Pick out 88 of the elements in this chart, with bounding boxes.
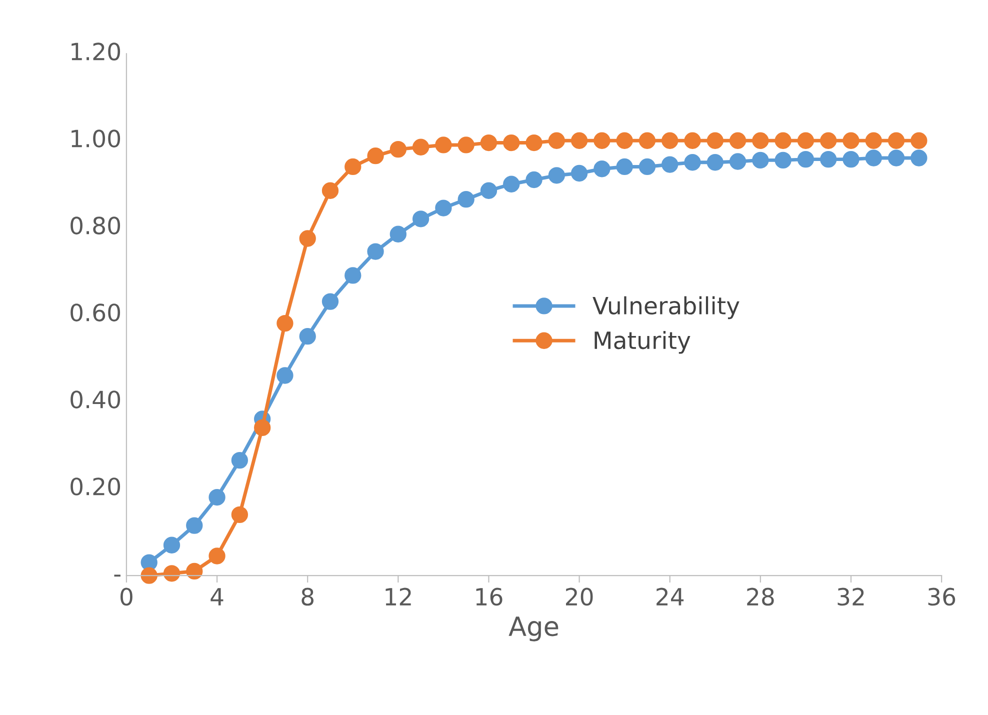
point (458, 136, 474, 154)
y-tick-label: - (114, 574, 120, 577)
point (797, 132, 814, 149)
y-tick-label: 0.20 (70, 478, 120, 496)
point (842, 150, 860, 168)
x-tick-label: 8 (302, 588, 314, 606)
point (774, 152, 792, 169)
point (865, 132, 882, 149)
point (888, 132, 905, 149)
point (208, 488, 226, 506)
y-tick-label: 0.60 (70, 304, 120, 322)
x-tick-label: 28 (747, 588, 774, 606)
point (412, 210, 430, 228)
point (231, 452, 248, 469)
point (276, 314, 294, 332)
point (480, 182, 498, 199)
point (594, 160, 610, 178)
point (163, 536, 180, 554)
point (594, 132, 610, 149)
point (367, 148, 384, 164)
point (548, 167, 565, 184)
x-tick-label: 36 (928, 588, 956, 606)
y-tick-label: 0.80 (70, 216, 120, 234)
point (344, 267, 362, 284)
point (684, 132, 701, 149)
point (888, 150, 905, 166)
point (774, 132, 792, 149)
point (662, 132, 678, 149)
y-tick-label: 1.00 (72, 130, 120, 148)
point (729, 132, 746, 149)
point (548, 132, 565, 149)
point (526, 134, 542, 152)
x-tick-label: 32 (838, 588, 864, 606)
point (910, 150, 928, 166)
point (842, 132, 860, 149)
point (910, 132, 928, 149)
point (140, 567, 158, 584)
point (638, 132, 656, 149)
point (820, 150, 837, 168)
point (186, 517, 203, 534)
point (865, 150, 882, 166)
point (684, 154, 701, 171)
point (299, 230, 316, 247)
point (322, 182, 339, 199)
point (526, 171, 542, 188)
point (797, 150, 814, 168)
point (322, 293, 339, 310)
point (299, 328, 316, 345)
point (186, 562, 203, 580)
point (706, 132, 724, 149)
y-tick-label: 0.40 (70, 390, 120, 408)
point (163, 565, 180, 582)
x-tick-label: 4 (210, 588, 224, 606)
point (435, 200, 452, 216)
x-tick-label: 0 (120, 588, 132, 606)
point (752, 152, 769, 169)
point (503, 134, 520, 152)
point (820, 132, 837, 149)
x-tick-label: 12 (386, 588, 411, 606)
y-tick-label: 1.20 (72, 42, 120, 60)
point (231, 506, 248, 524)
point (254, 419, 271, 436)
x-tick-label: 20 (566, 588, 593, 606)
point (570, 132, 588, 149)
x-axis-title: Age (508, 616, 558, 642)
x-tick-label: 16 (476, 588, 502, 606)
point (367, 243, 384, 260)
point (662, 156, 678, 173)
point (435, 136, 452, 154)
point (480, 134, 498, 152)
point (344, 158, 362, 176)
point (706, 154, 724, 171)
point (752, 132, 769, 149)
legend-label: Vulnerability (592, 296, 740, 320)
point (412, 138, 430, 156)
point (503, 176, 520, 192)
x-tick-label: 24 (656, 588, 684, 606)
point (638, 158, 656, 176)
point (616, 158, 633, 176)
point (276, 367, 294, 384)
point (570, 164, 588, 182)
point (208, 548, 226, 564)
legend-label: Maturity (594, 330, 690, 354)
point (458, 191, 474, 208)
point (390, 140, 406, 158)
point (729, 153, 746, 170)
point (390, 226, 406, 242)
point (616, 132, 633, 149)
